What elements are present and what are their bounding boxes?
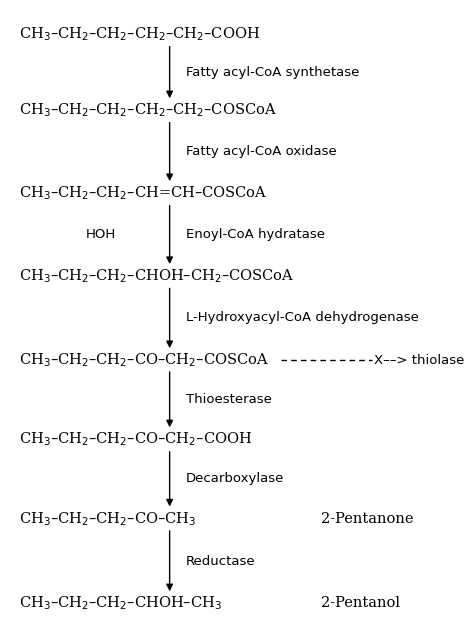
Text: CH$_3$–CH$_2$–CH$_2$–CHOH–CH$_3$: CH$_3$–CH$_2$–CH$_2$–CHOH–CH$_3$ bbox=[18, 595, 221, 612]
Text: CH$_3$–CH$_2$–CH$_2$–CH=CH–COSCoA: CH$_3$–CH$_2$–CH$_2$–CH=CH–COSCoA bbox=[18, 184, 267, 202]
Text: CH$_3$–CH$_2$–CH$_2$–CHOH–CH$_2$–COSCoA: CH$_3$–CH$_2$–CH$_2$–CHOH–CH$_2$–COSCoA bbox=[18, 267, 294, 285]
Text: Decarboxylase: Decarboxylase bbox=[186, 472, 284, 485]
Text: CH$_3$–CH$_2$–CH$_2$–CO–CH$_2$–COOH: CH$_3$–CH$_2$–CH$_2$–CO–CH$_2$–COOH bbox=[18, 431, 252, 448]
Text: CH$_3$–CH$_2$–CH$_2$–CO–CH$_2$–COSCoA: CH$_3$–CH$_2$–CH$_2$–CO–CH$_2$–COSCoA bbox=[18, 352, 269, 370]
Text: L-Hydroxyacyl-CoA dehydrogenase: L-Hydroxyacyl-CoA dehydrogenase bbox=[186, 312, 419, 324]
Text: CH$_3$–CH$_2$–CH$_2$–CH$_2$–CH$_2$–COOH: CH$_3$–CH$_2$–CH$_2$–CH$_2$–CH$_2$–COOH bbox=[18, 25, 260, 43]
Text: Fatty acyl-CoA synthetase: Fatty acyl-CoA synthetase bbox=[186, 66, 359, 79]
Text: Enoyl-CoA hydratase: Enoyl-CoA hydratase bbox=[186, 228, 325, 241]
Text: Reductase: Reductase bbox=[186, 555, 255, 567]
Text: CH$_3$–CH$_2$–CH$_2$–CO–CH$_3$: CH$_3$–CH$_2$–CH$_2$–CO–CH$_3$ bbox=[18, 510, 196, 527]
Text: HOH: HOH bbox=[86, 228, 116, 241]
Text: CH$_3$–CH$_2$–CH$_2$–CH$_2$–CH$_2$–COSCoA: CH$_3$–CH$_2$–CH$_2$–CH$_2$–CH$_2$–COSCo… bbox=[18, 102, 276, 120]
Text: Thioesterase: Thioesterase bbox=[186, 393, 272, 406]
Text: X––> thiolase: X––> thiolase bbox=[374, 354, 465, 367]
Text: 2-Pentanol: 2-Pentanol bbox=[320, 597, 400, 611]
Text: Fatty acyl-CoA oxidase: Fatty acyl-CoA oxidase bbox=[186, 145, 337, 158]
Text: 2-Pentanone: 2-Pentanone bbox=[320, 512, 413, 526]
